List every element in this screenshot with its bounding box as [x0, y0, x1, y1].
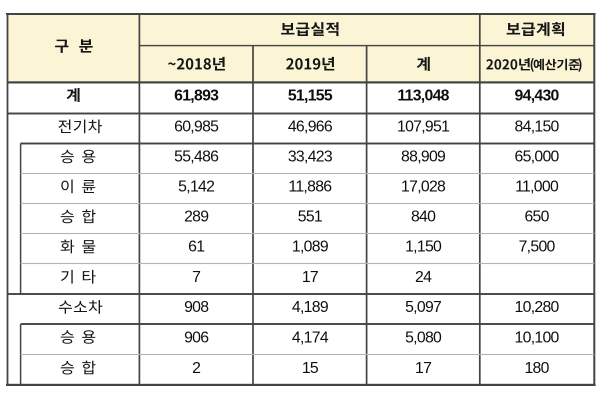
svg-text:46,966: 46,966 — [288, 119, 333, 136]
svg-text:1,089: 1,089 — [292, 239, 329, 256]
svg-text:84,150: 84,150 — [515, 119, 560, 136]
svg-text:88,909: 88,909 — [401, 149, 446, 166]
svg-text:55,486: 55,486 — [174, 149, 219, 166]
svg-text:906: 906 — [184, 330, 209, 347]
svg-text:113,048: 113,048 — [397, 88, 449, 105]
svg-text:908: 908 — [184, 299, 209, 316]
svg-text:65,000: 65,000 — [515, 149, 560, 166]
svg-text:1,150: 1,150 — [405, 239, 442, 256]
svg-text:11,000: 11,000 — [515, 179, 559, 196]
svg-text:650: 650 — [524, 209, 549, 226]
svg-text:94,430: 94,430 — [515, 88, 560, 105]
svg-text:7: 7 — [192, 269, 200, 286]
svg-text:17: 17 — [302, 269, 318, 286]
svg-text:17: 17 — [415, 360, 431, 377]
svg-text:61,893: 61,893 — [174, 88, 219, 105]
svg-text:4,174: 4,174 — [292, 330, 329, 347]
svg-text:289: 289 — [184, 209, 209, 226]
svg-text:5,097: 5,097 — [405, 299, 441, 316]
svg-text:4,189: 4,189 — [292, 299, 329, 316]
svg-text:7,500: 7,500 — [519, 239, 556, 256]
svg-text:107,951: 107,951 — [397, 119, 450, 136]
svg-text:180: 180 — [524, 360, 549, 377]
svg-text:60,985: 60,985 — [174, 119, 219, 136]
svg-text:10,100: 10,100 — [515, 330, 560, 347]
svg-text:61: 61 — [188, 239, 205, 256]
svg-text:840: 840 — [411, 209, 436, 226]
svg-text:5,080: 5,080 — [405, 330, 442, 347]
svg-text:551: 551 — [298, 209, 323, 226]
svg-text:33,423: 33,423 — [288, 149, 333, 166]
svg-text:15: 15 — [302, 360, 319, 377]
svg-text:17,028: 17,028 — [401, 179, 446, 196]
svg-text:5,142: 5,142 — [178, 179, 214, 196]
svg-text:10,280: 10,280 — [515, 299, 560, 316]
svg-text:2: 2 — [192, 360, 200, 377]
svg-text:51,155: 51,155 — [288, 88, 333, 105]
svg-text:11,886: 11,886 — [288, 179, 332, 196]
svg-text:24: 24 — [415, 269, 432, 286]
